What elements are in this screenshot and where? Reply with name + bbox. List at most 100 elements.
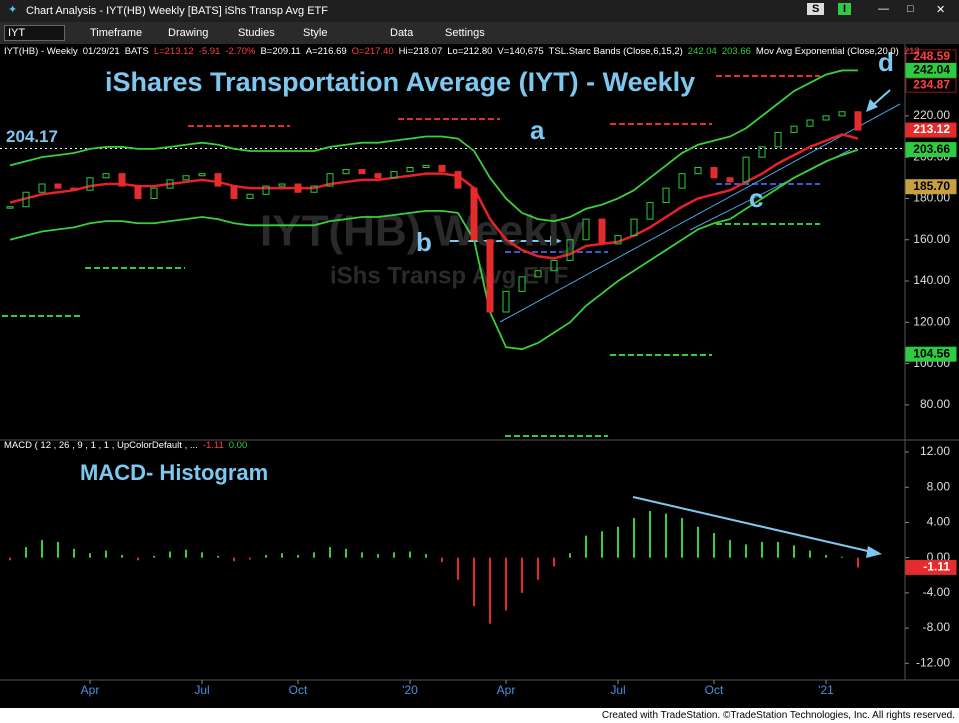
- y-tick-label: 120.00: [913, 314, 950, 328]
- link-button[interactable]: I: [838, 3, 852, 15]
- price-badge-label: -1.11: [923, 560, 950, 574]
- candle: [118, 173, 126, 187]
- link-button[interactable]: S: [807, 3, 825, 15]
- candle: [358, 169, 366, 175]
- y-tick-label: 140.00: [913, 273, 950, 287]
- candle: [614, 235, 622, 245]
- candle: [134, 185, 142, 199]
- chart-title: iShares Transportation Average (IYT) - W…: [105, 67, 695, 97]
- annotation: c: [749, 183, 763, 213]
- info-text: 01/29/21: [82, 46, 120, 57]
- watermark: iShs Transp Avg ETF: [330, 262, 568, 289]
- toolbar-button[interactable]: Studies: [238, 27, 275, 39]
- price-badge: [905, 62, 957, 78]
- info-text: O=217.40: [351, 46, 394, 57]
- price-badge: [905, 346, 957, 362]
- price-badge-label: 242.04: [913, 63, 950, 77]
- candle: [726, 177, 734, 183]
- candle: [438, 164, 446, 173]
- candle: [70, 187, 78, 191]
- candle: [710, 166, 718, 179]
- info-text: MACD ( 12 , 26 , 9 , 1 , 1 , UpColorDefa…: [4, 440, 198, 451]
- toolbar-button[interactable]: Drawing: [168, 27, 209, 39]
- close-button[interactable]: ✕: [936, 4, 946, 16]
- info-text: TSL.Starc Bands (Close,6,15,2): [548, 46, 683, 57]
- price-badge: [905, 142, 957, 158]
- candle: [502, 290, 510, 313]
- candle: [86, 177, 94, 191]
- maximize-button[interactable]: □: [907, 3, 914, 15]
- toolbar-button[interactable]: Timeframe: [90, 27, 143, 39]
- info-text: Mov Avg Exponential (Close,20,0): [755, 46, 899, 57]
- candle: [406, 166, 414, 173]
- candle: [550, 259, 558, 272]
- y-tick-label: -4.00: [923, 585, 951, 599]
- price-badge-label: 203.66: [913, 142, 950, 156]
- candle: [790, 125, 798, 133]
- candle: [102, 173, 110, 179]
- y-tick-label: 160.00: [913, 232, 950, 246]
- background: [0, 44, 959, 708]
- candle: [774, 131, 782, 148]
- x-tick-label: Apr: [497, 683, 516, 697]
- candle: [534, 270, 542, 278]
- info-text: Hi=218.07: [398, 46, 443, 57]
- info-text: -5.91: [198, 46, 221, 57]
- arrow-head: [866, 99, 878, 112]
- candle: [742, 156, 750, 183]
- x-tick-label: Oct: [289, 683, 308, 697]
- annotation: a: [530, 115, 545, 145]
- price-badge: [905, 122, 957, 138]
- band-lower: [9, 148, 859, 351]
- price-badge-label: 234.87: [913, 77, 950, 91]
- candle: [822, 115, 830, 121]
- candle: [486, 239, 494, 313]
- candle: [758, 146, 766, 158]
- candle: [246, 193, 254, 199]
- pane-title: MACD- Histogram: [80, 460, 268, 485]
- y-tick-label: 8.00: [927, 479, 951, 493]
- price-badge-label: 213.12: [913, 122, 950, 136]
- y-tick-label: 4.00: [927, 515, 951, 529]
- study-info: IYT(HB) - Weekly 01/29/21 BATS L=213.12 -5.9…: [4, 46, 920, 57]
- candle: [454, 171, 462, 189]
- window-title: Chart Analysis - IYT(HB) Weekly [BATS] i…: [26, 5, 328, 17]
- candle: [422, 164, 430, 168]
- footer: Created with TradeStation. ©TradeStation…: [601, 710, 955, 721]
- price-badge: [905, 77, 957, 93]
- candle: [6, 206, 14, 209]
- candle: [166, 179, 174, 189]
- candle: [198, 173, 206, 177]
- price-badge: [905, 179, 957, 195]
- info-text: L=213.12: [153, 46, 194, 57]
- candle: [678, 173, 686, 189]
- arrow-head: [550, 236, 562, 246]
- toolbar: IYT Timeframe Drawing Studies Style Data Sett…: [0, 22, 959, 45]
- candle: [54, 183, 62, 189]
- toolbar-button[interactable]: Style: [303, 27, 328, 39]
- candle: [582, 218, 590, 241]
- annotation: d: [878, 47, 894, 77]
- arrow-head: [866, 546, 882, 558]
- candle: [230, 185, 238, 199]
- y-tick-label: -12.00: [916, 655, 950, 669]
- candle: [342, 169, 350, 175]
- toolbar-button[interactable]: Settings: [445, 27, 485, 39]
- candle: [806, 119, 814, 127]
- minimize-button[interactable]: —: [878, 3, 889, 15]
- x-tick-label: Apr: [81, 683, 100, 697]
- annotation: b: [416, 227, 432, 257]
- candle: [598, 218, 606, 245]
- info-text: 203.66: [721, 46, 751, 57]
- band-upper: [9, 69, 859, 223]
- candle: [662, 187, 670, 204]
- price-badge-label: 104.56: [913, 346, 950, 360]
- level-lines: [2, 75, 820, 437]
- toolbar-button[interactable]: Data: [390, 27, 414, 39]
- study-info: MACD ( 12 , 26 , 9 , 1 , 1 , UpColorDefa…: [4, 440, 247, 451]
- candle: [310, 185, 318, 193]
- candle: [150, 187, 158, 199]
- candle: [838, 111, 846, 117]
- symbol-box[interactable]: IYT: [4, 25, 65, 41]
